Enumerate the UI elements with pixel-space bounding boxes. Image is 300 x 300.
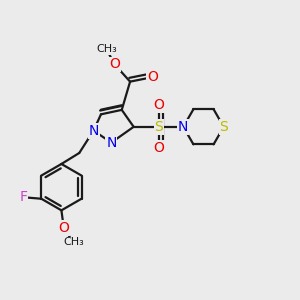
Text: CH₃: CH₃	[96, 44, 117, 54]
Text: N: N	[178, 120, 188, 134]
Text: O: O	[154, 98, 164, 112]
Text: CH₃: CH₃	[63, 237, 84, 248]
Text: N: N	[88, 124, 99, 138]
Text: O: O	[109, 57, 120, 71]
Text: N: N	[106, 136, 116, 150]
Text: O: O	[147, 70, 158, 84]
Text: O: O	[154, 141, 164, 155]
Text: S: S	[154, 120, 163, 134]
Text: S: S	[219, 120, 228, 134]
Text: F: F	[20, 190, 28, 204]
Text: O: O	[58, 221, 69, 235]
